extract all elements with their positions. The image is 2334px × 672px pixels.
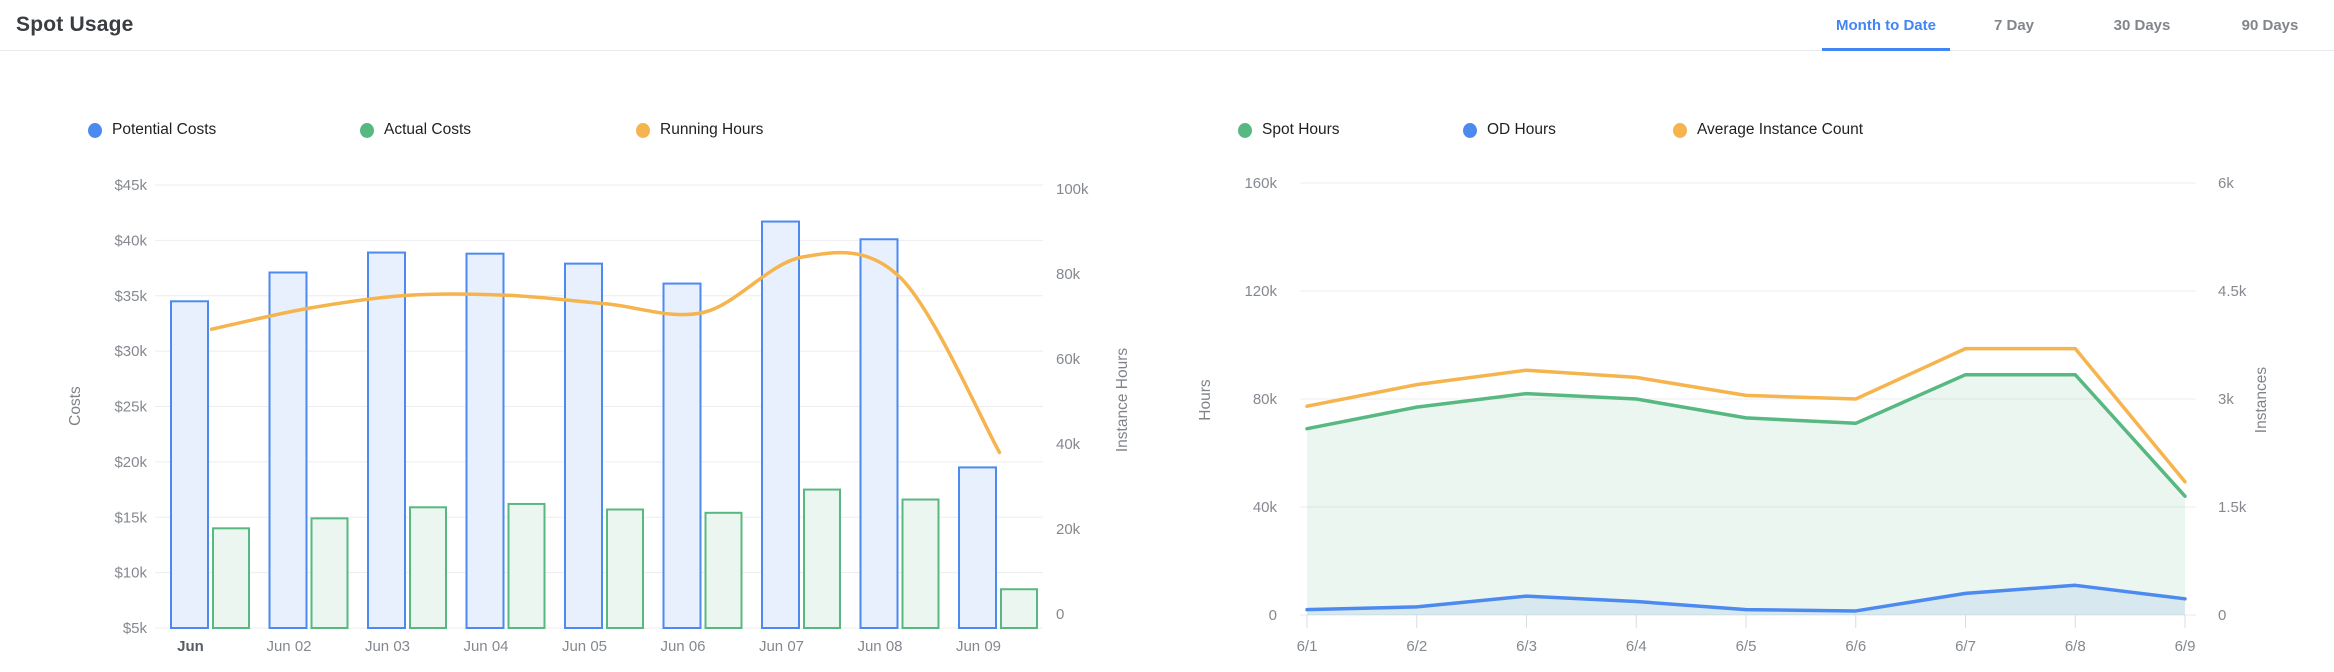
x-axis-label: 6/9: [2175, 638, 2196, 655]
cost-axis-tick: $20k: [114, 454, 147, 471]
cost-axis-tick: $5k: [123, 620, 148, 637]
actual-costs-bar: [704, 511, 743, 630]
x-axis-label: Jun 02: [266, 638, 311, 655]
average-instance-count-line: [1305, 346, 2187, 484]
od-hours-legend-dot-icon: [1463, 122, 1477, 138]
potential-costs-bar: [564, 262, 603, 629]
running-hours-line: [209, 250, 1002, 455]
potential-costs-bar: [170, 300, 209, 629]
x-axis-label: 6/7: [1955, 638, 1976, 655]
potential-costs-legend-dot-icon: [88, 122, 102, 138]
x-axis-label: 6/5: [1736, 638, 1757, 655]
cost-axis-tick: $15k: [114, 509, 147, 526]
header: Spot Usage Month to Date 7 Day 30 Days 90 D…: [0, 0, 2334, 51]
tab-month-to-date[interactable]: Month to Date: [1822, 0, 1950, 51]
legend-item-actual-costs[interactable]: Actual Costs: [360, 121, 471, 139]
x-axis-label: 6/8: [2065, 638, 2086, 655]
actual-costs-legend-dot-icon: [360, 122, 374, 138]
hours-axis-tick: 160k: [1244, 175, 1277, 192]
spot-hours-legend-dot-icon: [1238, 122, 1252, 138]
hours-axis-tick: 0: [1269, 607, 1277, 624]
instance-hours-axis-tick: 60k: [1056, 351, 1081, 368]
x-axis-label: Jun: [177, 638, 204, 655]
instance-hours-axis-tick: 100k: [1056, 181, 1089, 198]
legend-label: Potential Costs: [112, 121, 217, 138]
actual-costs-bar: [507, 502, 546, 629]
potential-costs-bar: [958, 466, 997, 629]
potential-costs-bar: [859, 238, 899, 630]
legend-item-average-instance-count[interactable]: Average Instance Count: [1673, 121, 1863, 139]
hours-axis-tick: 40k: [1253, 499, 1278, 516]
x-axis-label: Jun 05: [562, 638, 607, 655]
cost-axis-tick: $45k: [114, 177, 147, 194]
cost-axis-tick: $35k: [114, 288, 147, 305]
potential-costs-bar: [367, 251, 406, 629]
instance-hours-axis-title: Instance Hours: [1114, 348, 1131, 452]
x-axis-label: 6/4: [1626, 638, 1647, 655]
hours-axis-tick: 80k: [1253, 391, 1278, 408]
instances-axis-title: Instances: [2253, 367, 2270, 434]
x-axis-label: Jun 09: [956, 638, 1001, 655]
x-axis-label: 6/3: [1516, 638, 1537, 655]
costs-axis-title: Costs: [67, 386, 84, 426]
x-axis-label: Jun 03: [365, 638, 410, 655]
spot-hours-area: [1307, 374, 2185, 615]
tab-90-days[interactable]: 90 Days: [2206, 0, 2334, 51]
legend-label: Spot Hours: [1262, 121, 1340, 138]
od-hours-line: [1305, 583, 2187, 613]
cost-axis-tick: $40k: [114, 232, 147, 249]
instances-axis-tick: 1.5k: [2218, 499, 2247, 516]
instances-axis-tick: 0: [2218, 607, 2226, 624]
x-axis-label: 6/1: [1297, 638, 1318, 655]
tab-7-day[interactable]: 7 Day: [1950, 0, 2078, 51]
potential-costs-bar: [465, 252, 505, 629]
instances-axis-tick: 6k: [2218, 175, 2234, 192]
od-hours-area: [1307, 585, 2185, 615]
average-instance-count-legend-dot-icon: [1673, 122, 1687, 138]
cost-axis-tick: $30k: [114, 343, 147, 360]
legend-item-od-hours[interactable]: OD Hours: [1463, 121, 1556, 139]
actual-costs-bar: [409, 506, 447, 629]
cost-axis-tick: $25k: [114, 399, 147, 416]
actual-costs-bar: [310, 517, 349, 629]
tab-30-days[interactable]: 30 Days: [2078, 0, 2206, 51]
legend-label: Actual Costs: [384, 121, 472, 138]
x-axis-label: 6/2: [1406, 638, 1427, 655]
actual-costs-bar: [606, 508, 644, 629]
potential-costs-bar: [662, 282, 702, 629]
running-hours-legend-dot-icon: [636, 122, 650, 138]
hours-axis-title: Hours: [1197, 379, 1214, 421]
potential-costs-bar: [268, 271, 308, 629]
page-title: Spot Usage: [16, 13, 134, 36]
x-axis-label: Jun 06: [660, 638, 705, 655]
instances-axis-tick: 4.5k: [2218, 283, 2247, 300]
hours-axis-tick: 120k: [1244, 283, 1277, 300]
instance-hours-axis-tick: 0: [1056, 606, 1064, 623]
legend-label: Running Hours: [660, 121, 764, 138]
instance-hours-axis-tick: 40k: [1056, 436, 1081, 453]
time-range-tabs: Month to Date 7 Day 30 Days 90 Days: [1822, 0, 2334, 51]
legend-item-spot-hours[interactable]: Spot Hours: [1238, 121, 1340, 139]
legend-item-running-hours[interactable]: Running Hours: [636, 121, 763, 139]
x-axis-label: Jun 08: [857, 638, 902, 655]
legend-item-potential-costs[interactable]: Potential Costs: [88, 121, 216, 139]
instance-hours-axis-tick: 20k: [1056, 521, 1081, 538]
actual-costs-bar: [901, 498, 940, 629]
actual-costs-bar: [803, 488, 841, 629]
x-axis-label: Jun 04: [463, 638, 508, 655]
instances-axis-tick: 3k: [2218, 391, 2234, 408]
actual-costs-bar: [1000, 588, 1038, 629]
x-axis-label: 6/6: [1845, 638, 1866, 655]
spot-hours-line: [1305, 372, 2187, 498]
actual-costs-bar: [212, 527, 250, 630]
potential-costs-bar: [761, 220, 800, 630]
cost-axis-tick: $10k: [114, 565, 147, 582]
x-axis-label: Jun 07: [759, 638, 804, 655]
legend-label: OD Hours: [1487, 121, 1556, 138]
legend-label: Average Instance Count: [1697, 121, 1864, 138]
instance-hours-axis-tick: 80k: [1056, 266, 1081, 283]
